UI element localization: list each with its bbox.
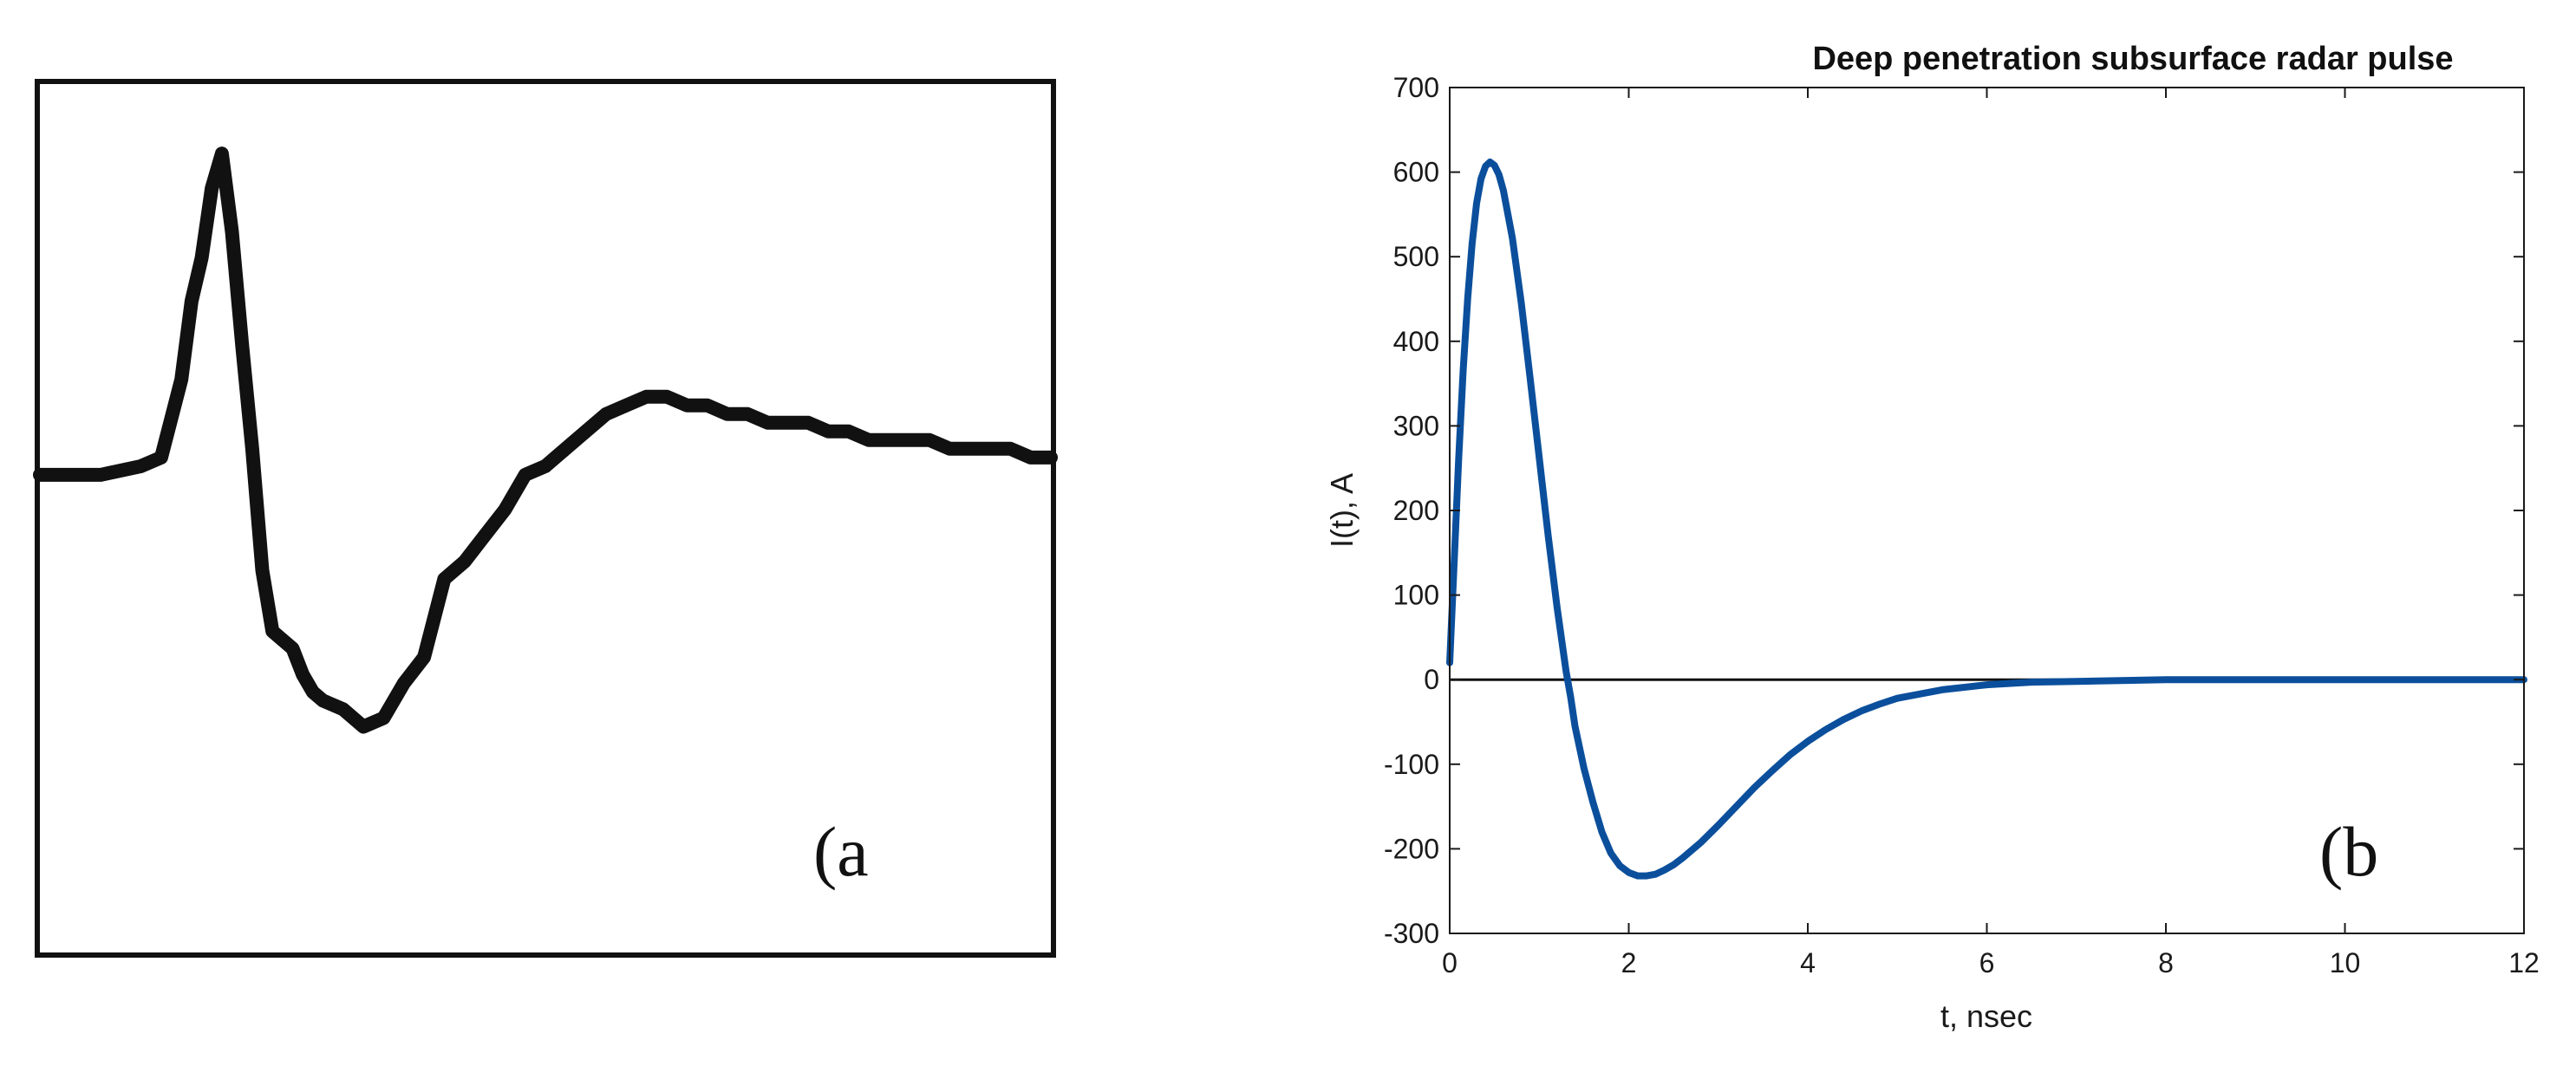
- x-tick-label: 2: [1621, 947, 1637, 978]
- panel-a: (a: [33, 79, 1058, 958]
- x-axis-label: t, nsec: [1940, 998, 2032, 1034]
- x-tick-label: 8: [2158, 947, 2174, 978]
- y-tick-label: -300: [1384, 918, 1439, 949]
- panel-b-plot-area: [1446, 158, 2527, 880]
- y-tick-label: 600: [1393, 157, 1439, 188]
- y-tick-label: 300: [1393, 410, 1439, 441]
- y-tick-label: -100: [1384, 749, 1439, 780]
- panel-a-plot-area: [33, 146, 1058, 734]
- x-axis-ticks: 0 2 4 6 8 10 12: [1442, 88, 2540, 978]
- panel-b-label: (b: [2319, 812, 2378, 891]
- y-tick-label: -200: [1384, 833, 1439, 864]
- y-tick-label: 200: [1393, 495, 1439, 526]
- x-tick-label: 6: [1979, 947, 1995, 978]
- pulse-curve: [1446, 158, 2527, 880]
- y-axis-label: I(t), A: [1324, 473, 1360, 548]
- x-tick-label: 4: [1800, 947, 1816, 978]
- x-tick-label: 12: [2508, 947, 2540, 978]
- axes-box: [1449, 87, 2525, 934]
- x-tick-label: 0: [1442, 947, 1458, 978]
- chart-title: Deep penetration subsurface radar pulse: [1812, 41, 2453, 77]
- panel-a-label: (a: [813, 812, 869, 891]
- panel-b: Deep penetration subsurface radar pulse …: [1324, 41, 2540, 1034]
- y-tick-label: 700: [1393, 72, 1439, 103]
- y-axis-ticks: -300 -200 -100 0 100 200 300 400 500 600 700: [1384, 72, 2524, 949]
- y-tick-label: 100: [1393, 580, 1439, 611]
- y-tick-label: 0: [1424, 664, 1439, 695]
- panel-a-trace: [33, 146, 1058, 734]
- y-tick-label: 400: [1393, 326, 1439, 357]
- x-tick-label: 10: [2330, 947, 2361, 978]
- panel-a-frame: [35, 79, 1056, 958]
- y-tick-label: 500: [1393, 241, 1439, 272]
